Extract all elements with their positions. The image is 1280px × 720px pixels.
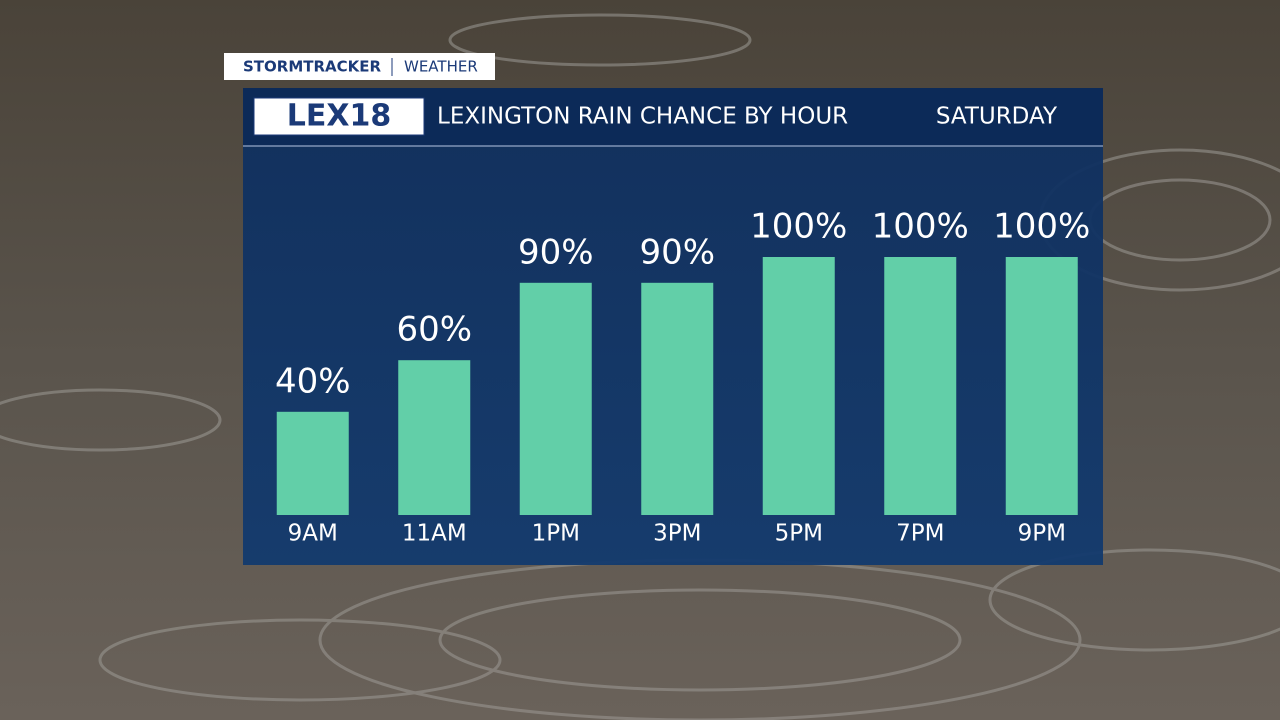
logo: LEX18 (287, 99, 392, 134)
x-tick-label: 7PM (896, 521, 944, 547)
value-label: 40% (275, 361, 351, 401)
chart-subtitle: SATURDAY (936, 104, 1058, 130)
bar (884, 257, 957, 515)
bar (276, 411, 349, 515)
brand: StormTracker (243, 58, 382, 76)
x-tick-label: 1PM (532, 521, 580, 547)
bar (762, 257, 835, 515)
value-label: 60% (396, 310, 472, 350)
value-label: 100% (993, 207, 1090, 247)
x-tick-label: 9AM (288, 521, 338, 547)
value-label: 100% (872, 207, 969, 247)
logo-box (253, 97, 425, 136)
x-tick-label: 3PM (653, 521, 701, 547)
value-label: 100% (750, 207, 847, 247)
chart-title: LEXINGTON RAIN CHANCE BY HOUR (437, 104, 848, 130)
value-label: 90% (518, 232, 594, 272)
value-label: 90% (639, 232, 715, 272)
bar (398, 360, 471, 515)
bar (519, 282, 592, 515)
x-tick-label: 5PM (775, 521, 823, 547)
bar (1005, 257, 1078, 515)
x-tick-label: 9PM (1018, 521, 1066, 547)
brand-tag (224, 53, 495, 80)
x-tick-label: 11AM (402, 521, 467, 547)
bar (641, 282, 714, 515)
section: WEATHER (404, 58, 478, 76)
